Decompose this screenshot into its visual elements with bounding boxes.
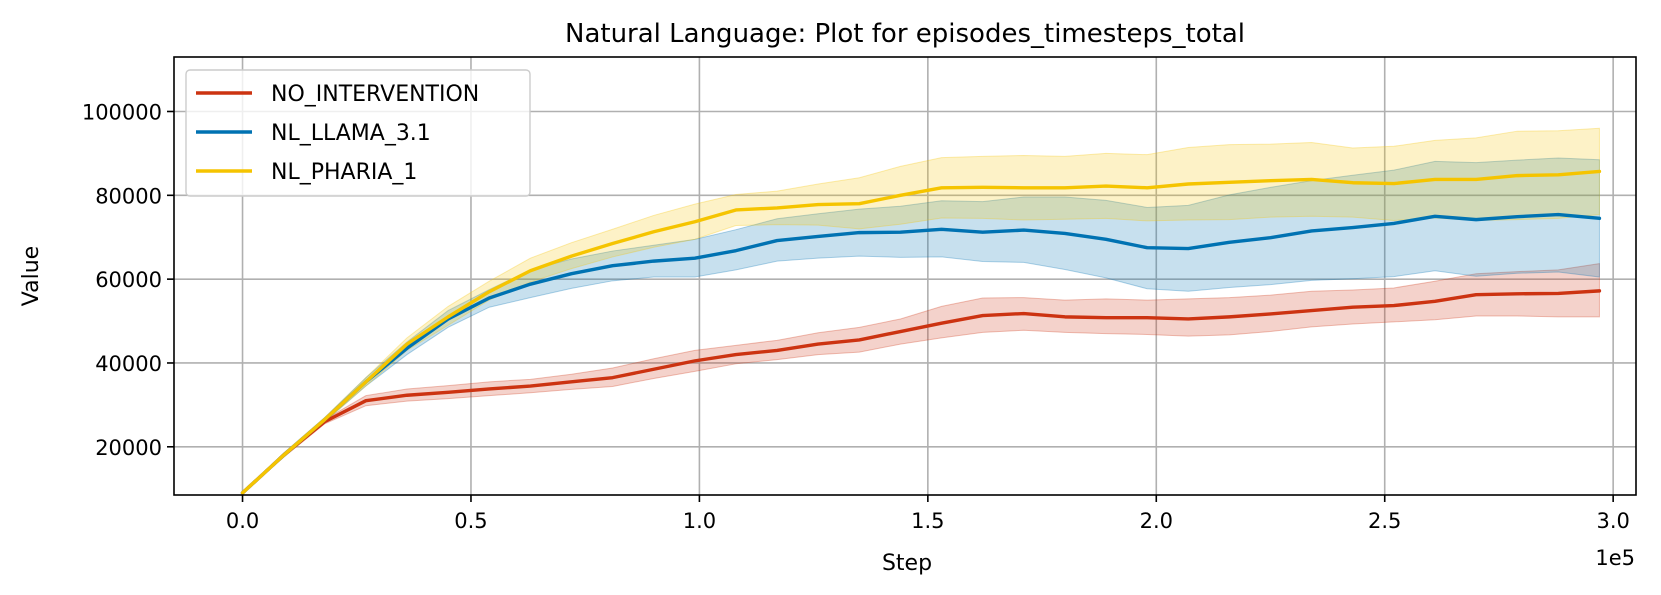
x-tick-label: 2.5 <box>1368 509 1401 533</box>
series-line <box>240 212 1602 495</box>
x-tick-label: 1.0 <box>683 509 716 533</box>
y-tick-label: 20000 <box>95 436 162 460</box>
y-tick-label: 60000 <box>95 268 162 292</box>
legend-label: NL_PHARIA_1 <box>271 160 417 185</box>
series-band <box>242 157 1600 495</box>
x-offset-label: 1e5 <box>1595 546 1635 570</box>
x-tick-label: 0.0 <box>226 509 259 533</box>
series-band <box>242 127 1600 495</box>
y-tick-label: 100000 <box>82 100 162 124</box>
series-lines <box>240 169 1602 495</box>
y-tick-label: 40000 <box>95 352 162 376</box>
x-axis-title: Step <box>882 551 932 576</box>
x-tick-label: 2.0 <box>1140 509 1173 533</box>
x-tick-label: 0.5 <box>454 509 487 533</box>
bands <box>242 127 1600 495</box>
legend-box <box>185 69 531 197</box>
x-tick-label: 3.0 <box>1596 509 1629 533</box>
y-axis: 20000 40000 60000 80000 100000 <box>82 100 174 460</box>
plot-frame <box>173 56 1637 496</box>
x-axis: 0.0 0.5 1.0 1.5 2.0 2.5 3.0 <box>226 495 1630 533</box>
y-tick-label: 80000 <box>95 184 162 208</box>
x-tick-label: 1.5 <box>911 509 944 533</box>
y-axis-title: Value <box>19 246 44 306</box>
series-line <box>240 289 1602 495</box>
legend-label: NO_INTERVENTION <box>271 82 479 107</box>
chart-title: Natural Language: Plot for episodes_time… <box>565 19 1245 49</box>
legend-label: NL_LLAMA_3.1 <box>271 121 431 146</box>
series-line <box>240 169 1602 495</box>
legend: NO_INTERVENTION NL_LLAMA_3.1 NL_PHARIA_1 <box>185 69 531 197</box>
series-band <box>242 263 1600 495</box>
